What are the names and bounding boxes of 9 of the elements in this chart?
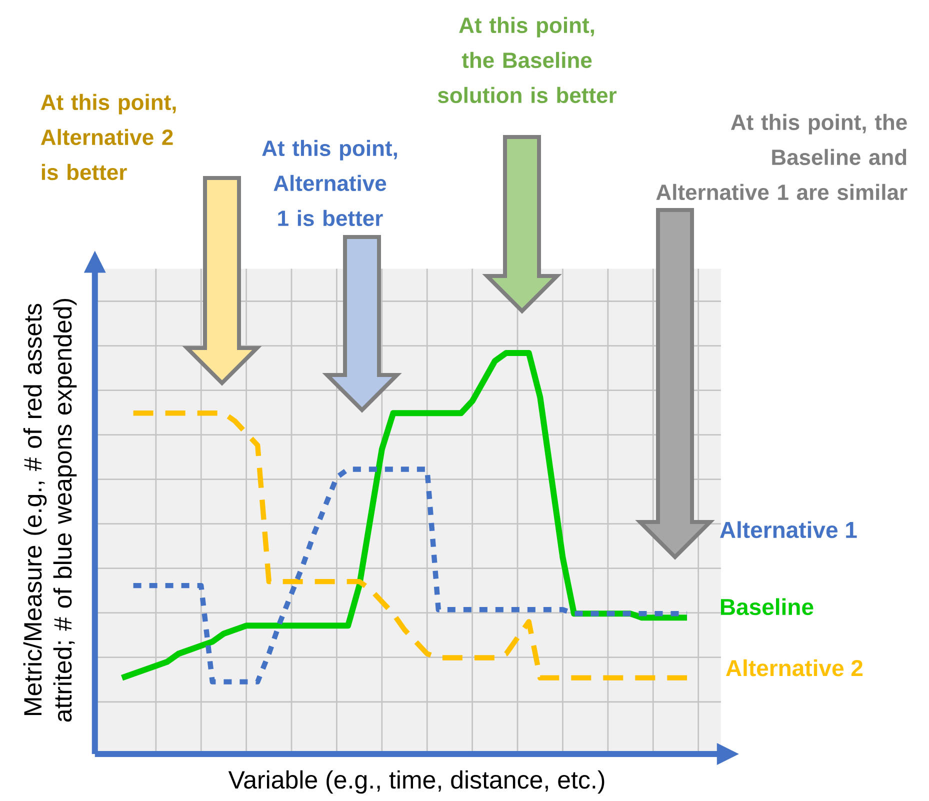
x-axis-title: Variable (e.g., time, distance, etc.) <box>228 770 604 794</box>
series-label: Baseline <box>720 598 814 616</box>
y-axis-title: Metric/Measure (e.g., # of red assets attrited; # of blue weapons expended) <box>23 298 77 722</box>
text: At this point, Alternative 1 is better <box>262 140 397 226</box>
text: Alternative 1 <box>720 521 857 538</box>
text: At this point, the Baseline and Alternative 1 are similar <box>656 114 908 200</box>
series-label: Alternative 2 <box>726 659 863 676</box>
text: At this point, the Baseline solution is better <box>438 16 617 104</box>
text: At this point, Alternative 2 is better <box>40 94 176 180</box>
